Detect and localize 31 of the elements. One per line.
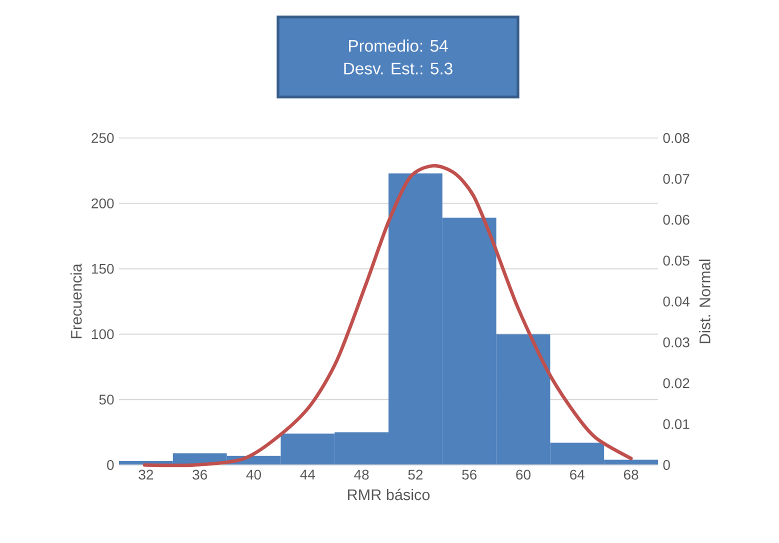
x-tick-label: 64 bbox=[570, 470, 585, 480]
y2-tick-label: 0.01 bbox=[663, 419, 690, 430]
x-tick-label: 48 bbox=[354, 470, 369, 480]
y-tick-label: 200 bbox=[92, 198, 114, 208]
y2-tick-label: 0.06 bbox=[663, 214, 690, 225]
text: Promedio: 54 bbox=[349, 40, 448, 52]
y-axis-title: Frecuencia bbox=[70, 264, 82, 338]
y2-tick-label: 0.05 bbox=[663, 256, 690, 266]
x-tick-label: 36 bbox=[192, 470, 208, 480]
x-tick-label: 32 bbox=[138, 470, 154, 480]
x-tick-label: 40 bbox=[246, 470, 261, 480]
y-tick-label: 250 bbox=[92, 133, 114, 143]
x-tick-label: 60 bbox=[516, 470, 530, 480]
y-tick-label: 0 bbox=[107, 460, 114, 470]
x-tick-label: 44 bbox=[300, 470, 316, 480]
y-tick-label: 150 bbox=[92, 264, 114, 274]
y2-tick-label: 0 bbox=[663, 460, 670, 470]
x-tick-label: 56 bbox=[462, 470, 477, 480]
line-series bbox=[142, 164, 633, 468]
y2-tick-label: 0.03 bbox=[663, 337, 690, 348]
y2-tick-label: 0.04 bbox=[663, 296, 690, 306]
y-tick-label: 50 bbox=[99, 394, 114, 405]
y2-tick-label: 0.02 bbox=[663, 378, 690, 388]
y2-axis-title: Dist. Normal bbox=[699, 260, 710, 344]
y2-tick-label: 0.07 bbox=[663, 174, 690, 184]
x-tick-label: 52 bbox=[408, 470, 423, 480]
y2-tick-label: 0.08 bbox=[663, 133, 690, 143]
x-axis-title: RMR básico bbox=[348, 488, 430, 500]
y-tick-label: 100 bbox=[92, 329, 114, 340]
x-tick-label: 68 bbox=[624, 470, 638, 480]
text: Desv. Est.: 5.3 bbox=[344, 62, 452, 74]
